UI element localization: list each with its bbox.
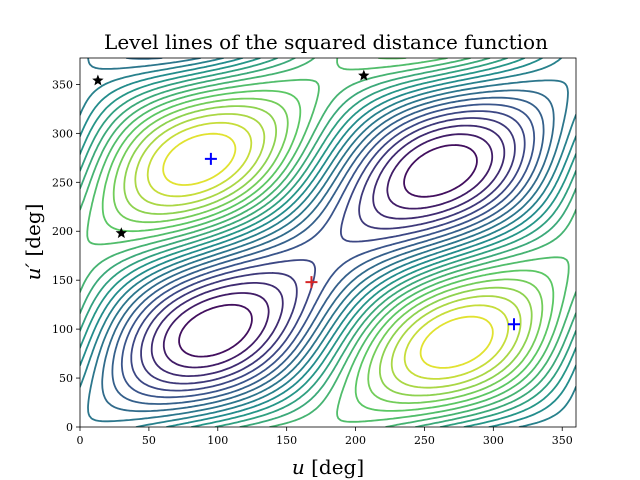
y-tick-label: 50 [59, 372, 73, 385]
contour-level [120, 103, 536, 399]
chart-title: Level lines of the squared distance func… [104, 30, 548, 54]
contour-level [150, 124, 506, 377]
x-tick-label: 250 [414, 434, 435, 447]
x-tick-label: 100 [207, 434, 228, 447]
contour-level [140, 117, 516, 385]
y-axis-ticks: 0 50 100 150 200 250 300 350 [52, 78, 80, 434]
y-tick-label: 300 [52, 127, 73, 140]
contour-level [87, 58, 569, 423]
x-tick-label: 200 [345, 434, 366, 447]
x-tick-label: 50 [142, 434, 156, 447]
x-axis-ticks: 0 50 100 150 200 250 300 350 [77, 427, 573, 447]
contour-level [162, 133, 494, 369]
contour-level [123, 105, 533, 397]
x-tick-label: 300 [483, 434, 504, 447]
contour-level [86, 58, 570, 423]
x-tick-label: 150 [276, 434, 297, 447]
plot-frame [79, 57, 577, 428]
x-axis-variable: u [292, 455, 305, 479]
x-tick-label: 0 [77, 434, 84, 447]
y-tick-label: 200 [52, 225, 73, 238]
markers [92, 69, 520, 331]
contour-level [178, 144, 478, 358]
star-marker [358, 69, 370, 81]
y-tick-label: 350 [52, 78, 73, 91]
contour-level [146, 121, 510, 380]
y-axis-variable: u′ [21, 263, 45, 281]
contour-level [101, 58, 555, 412]
y-tick-label: 150 [52, 274, 73, 287]
contour-level [101, 58, 555, 413]
contour-level [112, 97, 544, 404]
star-marker [92, 74, 104, 86]
plus-marker [204, 152, 217, 165]
x-axis-label: u [deg] [292, 455, 364, 479]
contour-lines [80, 58, 576, 427]
contour-level [80, 58, 576, 427]
x-axis-unit: [deg] [305, 455, 364, 479]
contour-level [111, 96, 545, 405]
y-tick-label: 0 [66, 421, 73, 434]
contour-level [162, 132, 494, 369]
contour-level [130, 110, 526, 392]
y-tick-label: 100 [52, 323, 73, 336]
y-axis-unit: [deg] [21, 204, 45, 263]
star-marker [115, 227, 127, 239]
y-tick-label: 250 [52, 176, 73, 189]
x-tick-label: 350 [552, 434, 573, 447]
contour-level [134, 113, 522, 389]
plus-marker [305, 276, 318, 289]
plus-marker [508, 318, 520, 331]
y-axis-label: u′ [deg] [21, 204, 45, 281]
